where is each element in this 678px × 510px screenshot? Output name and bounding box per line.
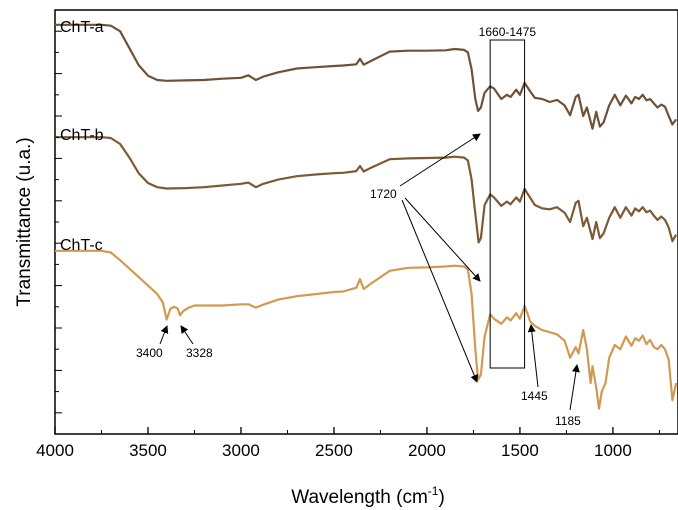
series-label-cht-b: ChT-b — [60, 127, 104, 144]
annotation-3328-arrow — [180, 325, 194, 345]
annotation-1185: 1185 — [555, 414, 581, 428]
highlight-box-label: 1660-1475 — [479, 25, 537, 39]
series-label-cht-a: ChT-a — [60, 19, 104, 36]
x-axis-title-base: Wavelength (cm — [291, 487, 428, 508]
annotation-1720: 1720 — [370, 187, 397, 201]
annotation-layer: 1720 3400 3328 1445 1185 — [136, 133, 581, 428]
y-axis-title: Transmittance (u.a.) — [14, 137, 35, 306]
x-tick-label-2000: 2000 — [408, 441, 446, 460]
highlight-box-layer: 1660-1475 — [479, 25, 537, 369]
series-label-cht-c: ChT-c — [60, 237, 103, 254]
x-tick-label-1500: 1500 — [501, 441, 539, 460]
x-axis-title-sup: -1 — [428, 484, 439, 498]
annotation-1720-arrow-b — [404, 197, 481, 282]
highlight-box-1660-1475 — [489, 39, 526, 369]
series-label-layer: ChT-a ChT-b ChT-c — [60, 19, 104, 254]
annotation-1185-arrow — [569, 364, 580, 411]
x-tick-label-4000: 4000 — [36, 441, 74, 460]
series-layer — [55, 23, 678, 410]
series-line-cht-c — [55, 249, 678, 410]
x-tick-label-3500: 3500 — [129, 441, 167, 460]
annotation-3328: 3328 — [186, 346, 213, 360]
annotation-1720-arrow-c — [401, 199, 479, 383]
annotation-1720-arrow-a — [399, 133, 481, 187]
x-tick-label-1000: 1000 — [594, 441, 632, 460]
x-axis-title-close: ) — [438, 487, 444, 508]
ticks-layer: 4000 3500 3000 2500 2000 1500 1000 — [36, 9, 660, 460]
annotation-3400-arrow — [159, 325, 169, 345]
annotation-1445: 1445 — [521, 389, 548, 403]
annotation-1445-arrow — [527, 324, 539, 388]
annotation-3400: 3400 — [136, 346, 163, 360]
series-line-cht-b — [55, 136, 678, 244]
series-line-cht-a — [55, 23, 677, 130]
x-tick-label-2500: 2500 — [315, 441, 353, 460]
x-tick-label-3000: 3000 — [222, 441, 260, 460]
x-axis-title: Wavelength (cm-1) — [291, 484, 445, 508]
